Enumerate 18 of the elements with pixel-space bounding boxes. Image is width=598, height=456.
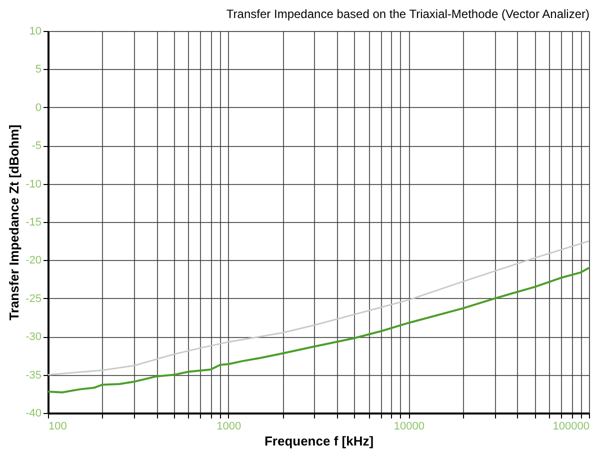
y-tick-label: -10 [26,178,42,190]
x-tick-label: 1000 [216,420,242,432]
y-tick-label: -5 [32,140,42,152]
x-tick-label: 100 [48,420,67,432]
x-tick-label: 100000 [552,420,590,432]
y-tick-label: -35 [26,369,42,382]
y-tick-label: -15 [26,216,42,228]
chart-title: Transfer Impedance based on the Triaxial-Methode (Vector Analizer) [226,7,590,21]
y-tick-label: 5 [35,64,42,76]
y-axis-title: Transfer Impedance Zt [dBohm] [6,124,22,320]
x-axis-title: Frequence f [kHz] [264,434,374,448]
y-tick-label: -30 [26,331,42,344]
y-tick-label: -20 [26,254,42,267]
y-tick-label: 10 [29,26,42,38]
x-tick-label: 10000 [394,420,424,432]
y-tick-label: -40 [26,408,42,420]
y-tick-label: 0 [35,102,42,114]
y-tick-label: -25 [26,292,42,305]
